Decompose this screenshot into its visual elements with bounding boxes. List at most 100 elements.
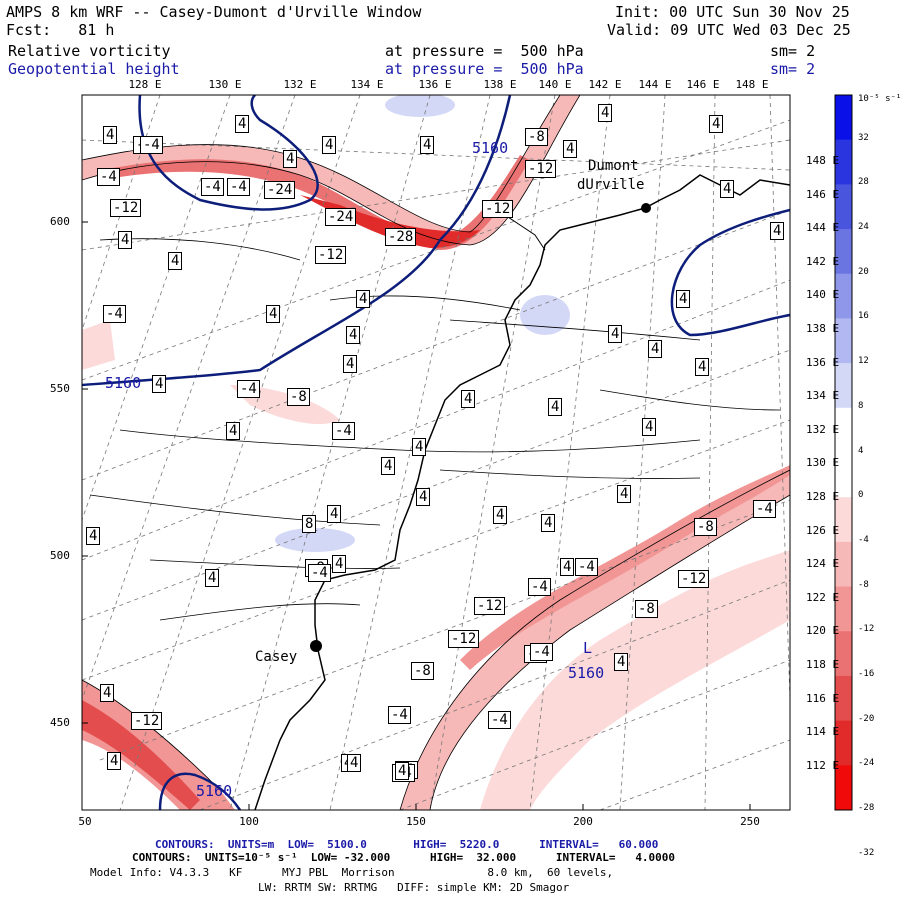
vorticity-value-box: -4 <box>201 178 224 196</box>
vorticity-value-box: -8 <box>411 662 434 680</box>
vorticity-contours <box>82 95 790 810</box>
vorticity-value-box: -4 <box>308 564 331 582</box>
top-longitude-label: 130 E <box>208 78 242 91</box>
vorticity-value-box: -12 <box>678 570 710 588</box>
colorbar-tick: -8 <box>858 579 869 590</box>
vorticity-value-box: 4 <box>412 438 427 456</box>
vort-weak-southeast <box>480 550 790 810</box>
vort-core-southwest <box>82 700 200 810</box>
vorticity-value-box: 4 <box>205 569 220 587</box>
top-longitude-label: 144 E <box>638 78 672 91</box>
footer-vorticity-contours: CONTOURS: UNITS=10⁻⁵ s⁻¹ LOW= -32.000 HI… <box>132 851 676 864</box>
vorticity-value-box: 4 <box>416 488 431 506</box>
vorticity-value-box: 4 <box>614 653 629 671</box>
vorticity-value-box: 4 <box>608 325 623 343</box>
right-longitude-label: 116 E <box>806 691 840 705</box>
vorticity-value-box: -12 <box>131 712 163 730</box>
vorticity-value-box: -4 <box>575 558 598 576</box>
field1-name: Relative vorticity <box>8 42 171 60</box>
vorticity-value-box: -4 <box>103 305 126 323</box>
vorticity-value-box: 4 <box>648 340 663 358</box>
y-axis-tick-label: 500 <box>50 549 70 562</box>
colorbar-segment <box>835 541 852 588</box>
station-casey-label: Casey <box>255 649 298 665</box>
title-left: AMPS 8 km WRF -- Casey-Dumont d'Urville … <box>6 3 422 21</box>
vorticity-value-box: 4 <box>541 514 556 532</box>
colorbar-segment <box>835 273 852 319</box>
vort-core-southeast <box>460 465 790 670</box>
coastline <box>254 174 790 810</box>
vorticity-value-box: 4 <box>676 290 691 308</box>
vorticity-value-box: 4 <box>118 231 133 249</box>
right-longitude-label: 146 E <box>806 187 840 201</box>
vorticity-value-box: -12 <box>110 199 142 217</box>
vorticity-value-box: 4 <box>322 136 337 154</box>
vorticity-value-box: 4 <box>283 150 298 168</box>
right-longitude-label: 132 E <box>806 422 840 436</box>
footer-height-contours: CONTOURS: UNITS=m LOW= 5100.0 HIGH= 5220… <box>155 838 659 851</box>
vorticity-value-box: -8 <box>694 518 717 536</box>
vorticity-value-box: 8 <box>302 515 317 533</box>
vorticity-value-box: -12 <box>448 630 480 648</box>
right-longitude-label: 148 E <box>806 154 840 167</box>
vorticity-value-box: 4 <box>560 558 575 576</box>
vorticity-value-box: 4 <box>709 115 724 133</box>
colorbar-tick: -12 <box>858 624 875 635</box>
right-longitude-label: 130 E <box>806 456 840 470</box>
top-longitude-label: 148 E <box>735 78 769 91</box>
vort-positive-east <box>520 295 570 335</box>
station-dumont-label: Dumont <box>588 158 639 174</box>
colorbar-tick: -28 <box>858 803 875 813</box>
colorbar-tick: 16 <box>858 311 869 322</box>
right-longitude-label: 114 E <box>806 725 840 739</box>
colorbar-segment <box>835 363 852 409</box>
top-longitude-label: 142 E <box>588 78 622 91</box>
low-center-value: 5160 <box>568 664 605 682</box>
vorticity-value-box: -12 <box>482 200 514 218</box>
top-longitude-label: 146 E <box>686 78 720 91</box>
vorticity-value-box: 4 <box>420 136 435 154</box>
vorticity-value-box: 4 <box>100 684 115 702</box>
vorticity-value-box: -4 <box>97 168 120 186</box>
geopotential-contours <box>82 95 790 810</box>
vorticity-value-box: -4 <box>388 706 411 724</box>
right-longitude-label: 140 E <box>806 288 840 302</box>
vorticity-value-box: -4 <box>753 500 776 518</box>
vorticity-value-box: -4 <box>332 422 355 440</box>
vorticity-value-box: -4 <box>140 136 163 154</box>
colorbar-segment <box>835 765 852 811</box>
vorticity-value-box: 4 <box>395 762 410 780</box>
vorticity-value-box: 4 <box>617 485 632 503</box>
vorticity-value-box: -12 <box>525 160 557 178</box>
vorticity-value-box: 4 <box>695 358 710 376</box>
vorticity-value-box: -8 <box>635 600 658 618</box>
vorticity-value-box: -12 <box>315 246 347 264</box>
x-axis-tick-label: 250 <box>740 815 760 828</box>
colorbar-segment <box>835 720 852 766</box>
vort-band-southeast <box>400 470 790 810</box>
vorticity-value-box: 4 <box>346 326 361 344</box>
colorbar-tick: 24 <box>858 222 869 233</box>
x-axis-tick-label: 150 <box>406 815 426 828</box>
colorbar-tick: 4 <box>858 445 864 456</box>
height-label: 5160 <box>105 374 142 392</box>
y-axis-tick-label: 600 <box>50 215 70 228</box>
y-ticks <box>82 221 88 724</box>
colorbar-tick: -16 <box>858 668 875 679</box>
colorbar-tick: -20 <box>858 713 875 724</box>
right-longitude-label: 134 E <box>806 389 840 403</box>
colorbar-segment <box>835 452 852 498</box>
vorticity-value-box: -4 <box>530 643 553 661</box>
field2-smoothing: sm= 2 <box>770 60 816 78</box>
colorbar-segment <box>835 407 852 453</box>
colorbar-unit-label: 10⁻⁵ s⁻¹ <box>858 94 900 104</box>
top-longitude-label: 140 E <box>538 78 572 91</box>
footer-physics-info: LW: RRTM SW: RRTMG DIFF: simple KM: 2D S… <box>258 881 570 894</box>
station-casey-marker <box>310 640 322 652</box>
vorticity-value-box: -4 <box>237 380 260 398</box>
colorbar-tick: -24 <box>858 758 875 769</box>
x-axis-tick-label: 50 <box>78 815 92 828</box>
init-time: Init: 00 UTC Sun 30 Nov 25 <box>615 3 850 21</box>
y-axis-tick-label: 450 <box>50 716 70 729</box>
